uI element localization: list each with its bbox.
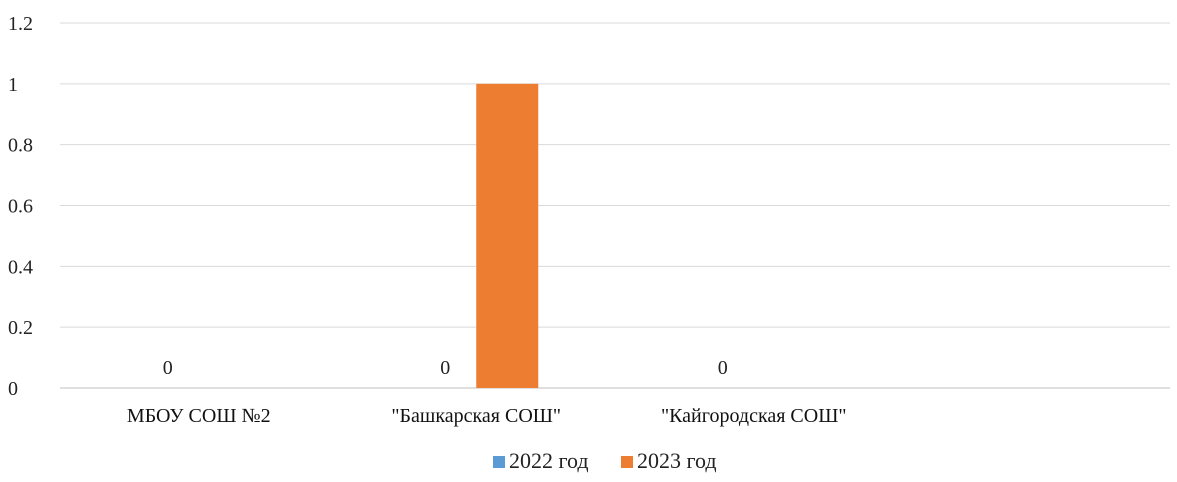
x-category-label: "Башкарская СОШ" [391, 405, 561, 427]
data-label: 0 [718, 357, 728, 379]
y-tick-label: 0.2 [8, 317, 33, 339]
y-tick-label: 1 [8, 74, 18, 96]
y-tick-label: 1.2 [8, 13, 33, 35]
y-axis-ticks: 0 0.2 0.4 0.6 0.8 1 1.2 [8, 13, 33, 400]
y-tick-label: 0.4 [8, 256, 33, 278]
y-tick-label: 0 [8, 378, 18, 400]
legend: 2022 год 2023 год [493, 448, 717, 473]
legend-label: 2022 год [509, 448, 589, 473]
y-tick-label: 0.8 [8, 135, 33, 157]
legend-swatch [493, 456, 505, 468]
gridlines [60, 22, 1170, 389]
legend-label: 2023 год [637, 448, 717, 473]
bar [476, 83, 539, 388]
x-category-label: МБОУ СОШ №2 [127, 405, 271, 427]
data-label: 0 [440, 357, 450, 379]
x-axis-categories: МБОУ СОШ №2 "Башкарская СОШ" "Кайгородская… [127, 405, 847, 427]
data-labels: 0 0 0 [163, 357, 728, 379]
y-tick-label: 0.6 [8, 196, 33, 218]
x-category-label: "Кайгородская СОШ" [661, 405, 847, 427]
data-label: 0 [163, 357, 173, 379]
bars [476, 83, 539, 388]
legend-swatch [621, 456, 633, 468]
